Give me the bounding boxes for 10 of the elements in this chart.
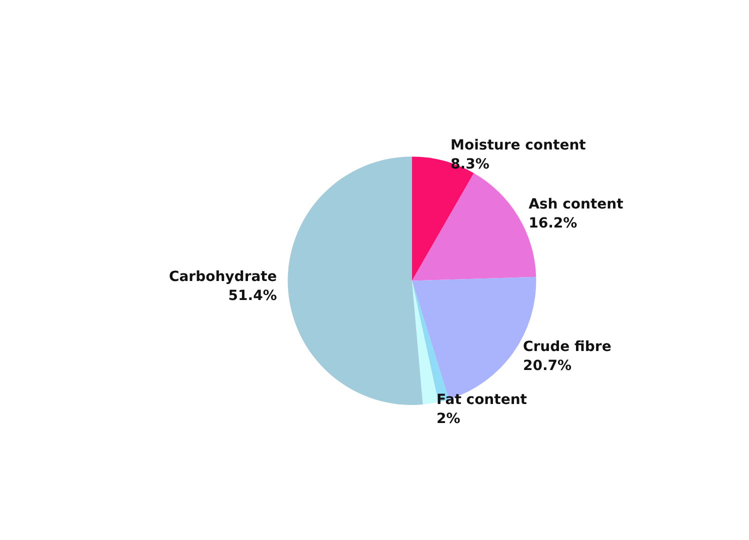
- data-label: 2%: [436, 411, 460, 428]
- slice-label: Crude fibre: [523, 338, 612, 355]
- data-label: 20.7%: [523, 358, 572, 374]
- slice-label: Carbohydrate: [168, 269, 277, 286]
- data-label: 16.2%: [528, 215, 578, 232]
- slice-label: Moisture content: [450, 138, 586, 154]
- slice-label: Ash content: [528, 196, 624, 212]
- data-label: 8.3%: [450, 156, 490, 172]
- slice-label: Fat content: [436, 392, 528, 408]
- data-label: 51.4%: [228, 288, 277, 304]
